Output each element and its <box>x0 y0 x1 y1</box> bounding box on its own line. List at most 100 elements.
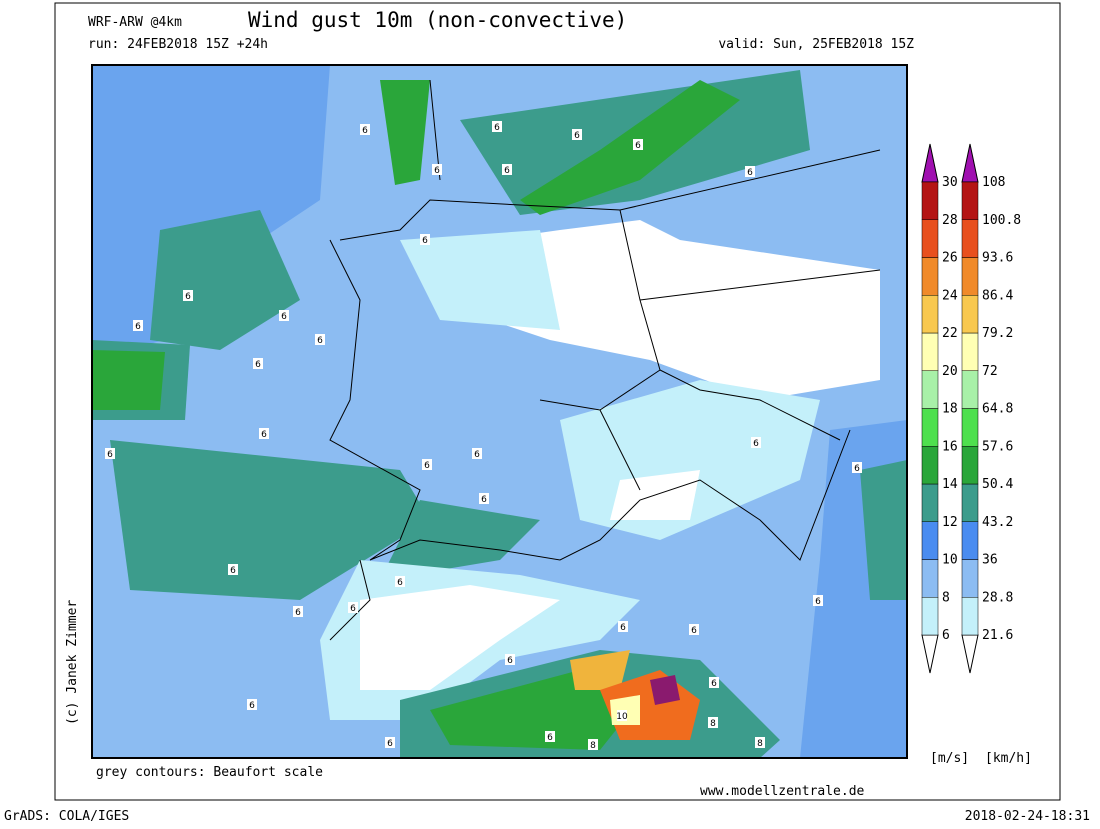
label-box <box>395 576 405 587</box>
website: www.modellzentrale.de <box>700 784 865 799</box>
label-box <box>279 310 289 321</box>
contour-label: 6 <box>507 656 513 666</box>
contour-label: 6 <box>255 360 261 370</box>
colorbar-label: 72 <box>982 364 998 379</box>
colorbar-label: 12 <box>942 515 958 530</box>
colorbar-label: 57.6 <box>982 439 1013 454</box>
contour-label: 6 <box>317 336 323 346</box>
map-title: Wind gust 10m (non-convective) <box>248 8 627 32</box>
label-box <box>502 164 512 175</box>
label-box <box>315 334 325 345</box>
contour-label: 6 <box>504 166 510 176</box>
label-box <box>360 124 370 135</box>
color-box <box>921 559 939 598</box>
label-box <box>247 699 257 710</box>
contour-label: 10 <box>616 712 628 722</box>
color-box <box>961 257 979 296</box>
contour-label: 6 <box>350 604 356 614</box>
contour-label: 6 <box>815 597 821 607</box>
label-box <box>709 677 719 688</box>
contour-label: 6 <box>107 450 113 460</box>
label-box <box>545 731 555 742</box>
contour-label: 6 <box>387 739 393 749</box>
colorbar-label: 21.6 <box>982 628 1013 643</box>
label-box <box>422 459 432 470</box>
label-box <box>105 448 115 459</box>
color-box <box>921 257 939 296</box>
green-area <box>520 80 740 215</box>
colorbar-label: 18 <box>942 402 958 417</box>
contour-label: 6 <box>854 464 860 474</box>
colorbar-label: 30 <box>942 175 958 190</box>
contour-label: 6 <box>691 626 697 636</box>
color-box <box>961 332 979 371</box>
contour-label: 6 <box>249 701 255 711</box>
color-box <box>961 408 979 447</box>
color-box <box>961 559 979 598</box>
label-box <box>492 121 502 132</box>
colorbar-label: 28.8 <box>982 590 1013 605</box>
color-box <box>961 370 979 409</box>
label-box <box>852 462 862 473</box>
green-area <box>92 350 165 410</box>
label-box <box>572 129 582 140</box>
label-box <box>617 710 627 721</box>
contour-label: 6 <box>434 166 440 176</box>
color-box <box>961 597 979 636</box>
colorbar-label: 108 <box>982 175 1005 190</box>
contour-label: 8 <box>710 719 716 729</box>
contour-label: 6 <box>295 608 301 618</box>
contour-label: 6 <box>424 461 430 471</box>
contour-label: 6 <box>547 733 553 743</box>
colorbar-label: 50.4 <box>982 477 1013 492</box>
colorbar-kmh: 21.6 28.8 36 43.2 50.4 57.6 64.8 72 79.2 86.4 93.6… <box>961 143 1021 674</box>
label-box <box>472 448 482 459</box>
gust-area <box>570 650 630 690</box>
colorbar-label: 6 <box>942 628 950 643</box>
map-border <box>91 64 908 759</box>
color-box <box>921 370 939 409</box>
colorbar-label: 79.2 <box>982 326 1013 341</box>
credit: (c) Janek Zimmer <box>65 600 80 725</box>
contour-label: 6 <box>711 679 717 689</box>
contour-label: 6 <box>753 439 759 449</box>
colorbar-label: 16 <box>942 439 958 454</box>
color-box <box>961 521 979 560</box>
color-box <box>961 181 979 220</box>
contour-label: 6 <box>620 623 626 633</box>
light-area <box>400 230 560 330</box>
label-box <box>253 358 263 369</box>
gust-area <box>650 675 680 705</box>
colorbar-label: 22 <box>942 326 958 341</box>
color-box <box>921 332 939 371</box>
run-label: run: 24FEB2018 15Z +24h <box>88 37 268 52</box>
units-ms: [m/s] <box>930 751 969 766</box>
color-box <box>921 219 939 258</box>
teal-area <box>110 440 430 600</box>
label-box <box>755 737 765 748</box>
label-box <box>348 602 358 613</box>
label-box <box>133 320 143 331</box>
contour-label: 6 <box>574 131 580 141</box>
sea-area <box>92 65 330 360</box>
contour-label: 6 <box>261 430 267 440</box>
colorbar-label: 86.4 <box>982 288 1013 303</box>
label-box <box>385 737 395 748</box>
grads-label: GrADS: COLA/IGES <box>4 809 129 824</box>
color-box <box>961 483 979 522</box>
colorbar-label: 93.6 <box>982 251 1013 266</box>
map <box>92 65 907 758</box>
contour-label: 6 <box>135 322 141 332</box>
label-box <box>259 428 269 439</box>
label-box <box>751 437 761 448</box>
teal-area <box>150 210 300 350</box>
contour-label: 6 <box>281 312 287 322</box>
label-box <box>432 164 442 175</box>
colorbar-label: 64.8 <box>982 402 1013 417</box>
colorbar-label: 20 <box>942 364 958 379</box>
color-box <box>921 446 939 485</box>
colorbar-label: 14 <box>942 477 958 492</box>
colorbar-label: 36 <box>982 553 998 568</box>
contour-label: 6 <box>494 123 500 133</box>
